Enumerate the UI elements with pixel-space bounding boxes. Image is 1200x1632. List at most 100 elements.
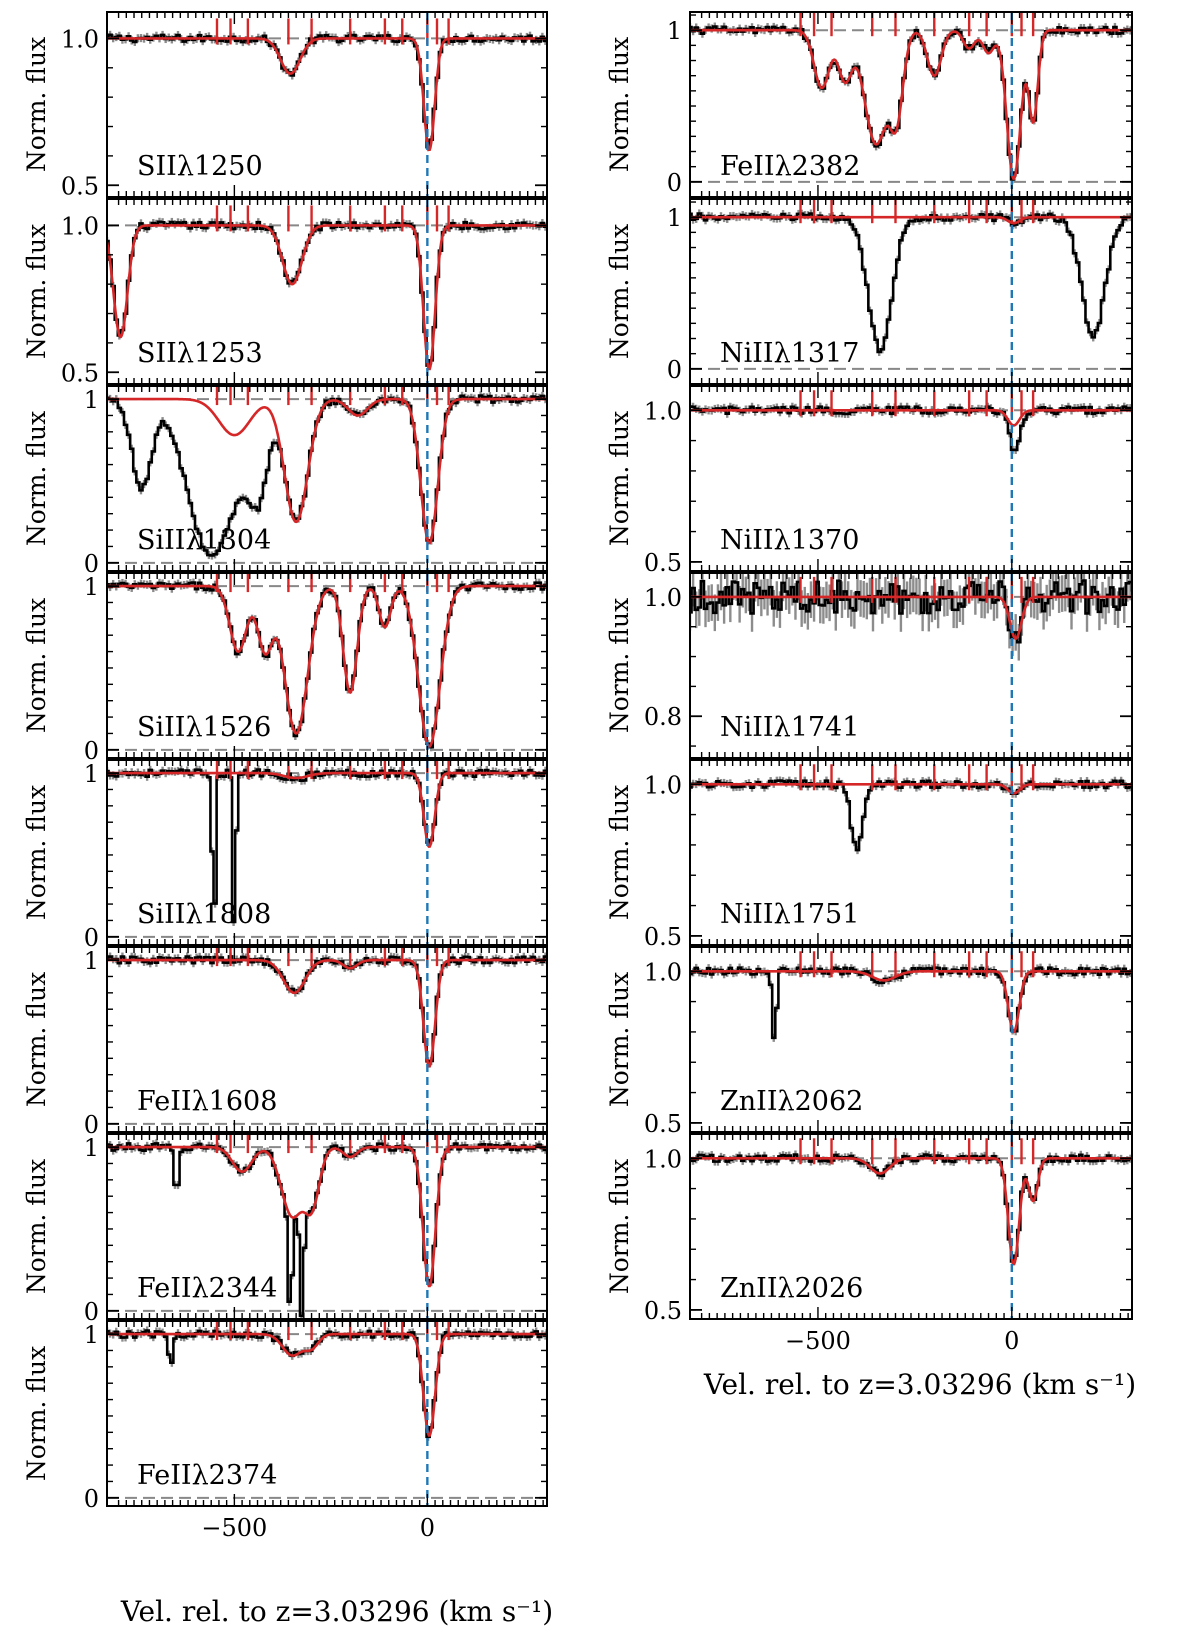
- y-tick-label: 0.5: [644, 1110, 682, 1138]
- plot-area-NiII1370: [690, 386, 1132, 571]
- y-tick-label: 1: [667, 17, 682, 45]
- y-tick-label: 0: [84, 737, 99, 765]
- plot-area-FeII2374: [107, 1321, 547, 1506]
- model-fit-NiII1751: [690, 783, 1132, 795]
- ion-label-SII1253: SIIλ1253: [137, 338, 263, 369]
- ticks-NiII1317: [690, 199, 1132, 385]
- ticks-FeII2382: [690, 12, 1132, 198]
- panel-SiII1808: 0 1 Norm. flux SiIIλ1808: [22, 759, 548, 952]
- y-axis-label: Norm. flux: [22, 1159, 51, 1294]
- ticks-ZnII2062: [690, 947, 1132, 1132]
- ticks-SII1253: [107, 199, 547, 384]
- panel-ZnII2062: 0.5 1.0 Norm. flux ZnIIλ2062: [605, 946, 1133, 1138]
- panel-SiII1304: 0 1 Norm. flux SiIIλ1304: [22, 385, 548, 578]
- ion-label-ZnII2062: ZnIIλ2062: [720, 1086, 863, 1117]
- model-fit-NiII1370: [690, 409, 1132, 427]
- y-tick-label: 1: [667, 204, 682, 232]
- y-axis-label: Norm. flux: [605, 785, 634, 920]
- plot-area-FeII2382: [690, 12, 1132, 197]
- model-fit-SII1253: [107, 224, 547, 371]
- plot-area-FeII2344: [107, 1134, 547, 1319]
- data-spectrum-NiII1741: [690, 579, 1132, 644]
- ion-label-NiII1751: NiIIλ1751: [720, 899, 859, 930]
- y-axis-label: Norm. flux: [22, 411, 51, 546]
- panel-FeII2344: 0 1 Norm. flux FeIIλ2344: [22, 1133, 548, 1326]
- y-tick-label: 0.5: [61, 359, 99, 387]
- ion-label-NiII1317: NiIIλ1317: [720, 338, 859, 369]
- plot-area-SII1250: [107, 12, 547, 197]
- data-spectrum-SII1253: [107, 220, 547, 367]
- y-axis-label: Norm. flux: [605, 37, 634, 172]
- plot-area-NiII1751: [690, 760, 1132, 945]
- y-tick-label: 1.0: [644, 1145, 682, 1173]
- y-tick-label: 1.0: [644, 584, 682, 612]
- model-fit-SiII1304: [107, 397, 547, 545]
- ticks-SiII1526: [107, 573, 547, 758]
- component-ticks-SiII1526: [215, 573, 450, 593]
- y-tick-label: 1: [84, 1321, 99, 1349]
- data-spectrum-NiII1317: [690, 212, 1132, 354]
- model-fit-SiII1808: [107, 771, 547, 848]
- panel-NiII1751: 0.5 1.0 Norm. flux NiIIλ1751: [605, 759, 1133, 951]
- ion-label-SiII1304: SiIIλ1304: [137, 525, 271, 556]
- model-fit-FeII2374: [107, 1332, 547, 1437]
- panel-NiII1317: 0 1 Norm. flux NiIIλ1317: [605, 198, 1133, 385]
- model-fit-SiII1526: [107, 584, 547, 748]
- ticks-SiII1304: [107, 386, 547, 571]
- y-tick-label: 1.0: [644, 771, 682, 799]
- y-tick-label: 0: [84, 1111, 99, 1139]
- ticks-NiII1370: [690, 386, 1132, 571]
- y-axis-label: Norm. flux: [605, 224, 634, 359]
- y-tick-label: 1: [84, 386, 99, 414]
- ion-label-FeII1608: FeIIλ1608: [137, 1086, 277, 1117]
- panel-NiII1741: 0.8 1.0 Norm. flux NiIIλ1741: [605, 572, 1133, 759]
- y-tick-label: 0.8: [644, 703, 682, 731]
- data-spectrum-FeII1608: [107, 955, 547, 1063]
- y-tick-label: 0: [84, 924, 99, 952]
- x-tick-label: −500: [201, 1514, 267, 1542]
- y-tick-label: 0.5: [644, 923, 682, 951]
- model-fit-FeII2344: [107, 1145, 547, 1288]
- ticks-NiII1751: [690, 760, 1132, 945]
- panel-SiII1526: 0 1 Norm. flux SiIIλ1526: [22, 572, 548, 765]
- x-axis-label-left: Vel. rel. to z=3.03296 (km s⁻¹): [120, 1595, 553, 1628]
- ion-label-FeII2344: FeIIλ2344: [137, 1273, 277, 1304]
- y-axis-label: Norm. flux: [605, 1159, 634, 1294]
- y-tick-label: 1: [84, 1134, 99, 1162]
- model-fit-NiII1741: [690, 595, 1132, 640]
- y-tick-label: 0.5: [644, 549, 682, 577]
- y-axis-label: Norm. flux: [605, 598, 634, 733]
- y-tick-label: 1.0: [644, 958, 682, 986]
- y-axis-label: Norm. flux: [22, 972, 51, 1107]
- y-tick-label: 0.5: [644, 1297, 682, 1325]
- y-axis-label: Norm. flux: [22, 1346, 51, 1481]
- ion-label-FeII2382: FeIIλ2382: [720, 151, 860, 182]
- plot-area-ZnII2026: [690, 1134, 1132, 1319]
- plot-area-SiII1526: [107, 573, 547, 758]
- y-tick-label: 0: [667, 356, 682, 384]
- ion-label-FeII2374: FeIIλ2374: [137, 1460, 277, 1491]
- plot-area-FeII1608: [107, 947, 547, 1132]
- panel-SII1253: 0.5 1.0 Norm. flux SIIλ1253: [22, 198, 548, 387]
- component-ticks-SiII1304: [215, 386, 450, 406]
- model-fit-ZnII2062: [690, 970, 1132, 1034]
- model-fit-NiII1317: [690, 215, 1132, 225]
- y-tick-label: 1: [84, 947, 99, 975]
- y-axis-label: Norm. flux: [22, 598, 51, 733]
- ticks-ZnII2026: [690, 1134, 1132, 1319]
- panel-FeII2382: 0 1 Norm. flux FeIIλ2382: [605, 11, 1133, 198]
- ticks-SII1250: [107, 12, 547, 197]
- ion-label-NiII1741: NiIIλ1741: [720, 712, 859, 743]
- y-tick-label: 1: [84, 573, 99, 601]
- data-spectrum-ZnII2026: [690, 1153, 1132, 1263]
- error-bars-SII1250: [107, 30, 547, 152]
- ion-label-ZnII2026: ZnIIλ2026: [720, 1273, 863, 1304]
- x-tick-label: 0: [420, 1514, 435, 1542]
- panel-SII1250: 0.5 1.0 Norm. flux SIIλ1250: [22, 11, 548, 200]
- y-tick-label: 0: [84, 550, 99, 578]
- y-axis-label: Norm. flux: [605, 972, 634, 1107]
- data-spectrum-SII1250: [107, 33, 547, 149]
- ticks-FeII1608: [107, 947, 547, 1132]
- plot-area-ZnII2062: [690, 947, 1132, 1132]
- y-tick-label: 0.5: [61, 172, 99, 200]
